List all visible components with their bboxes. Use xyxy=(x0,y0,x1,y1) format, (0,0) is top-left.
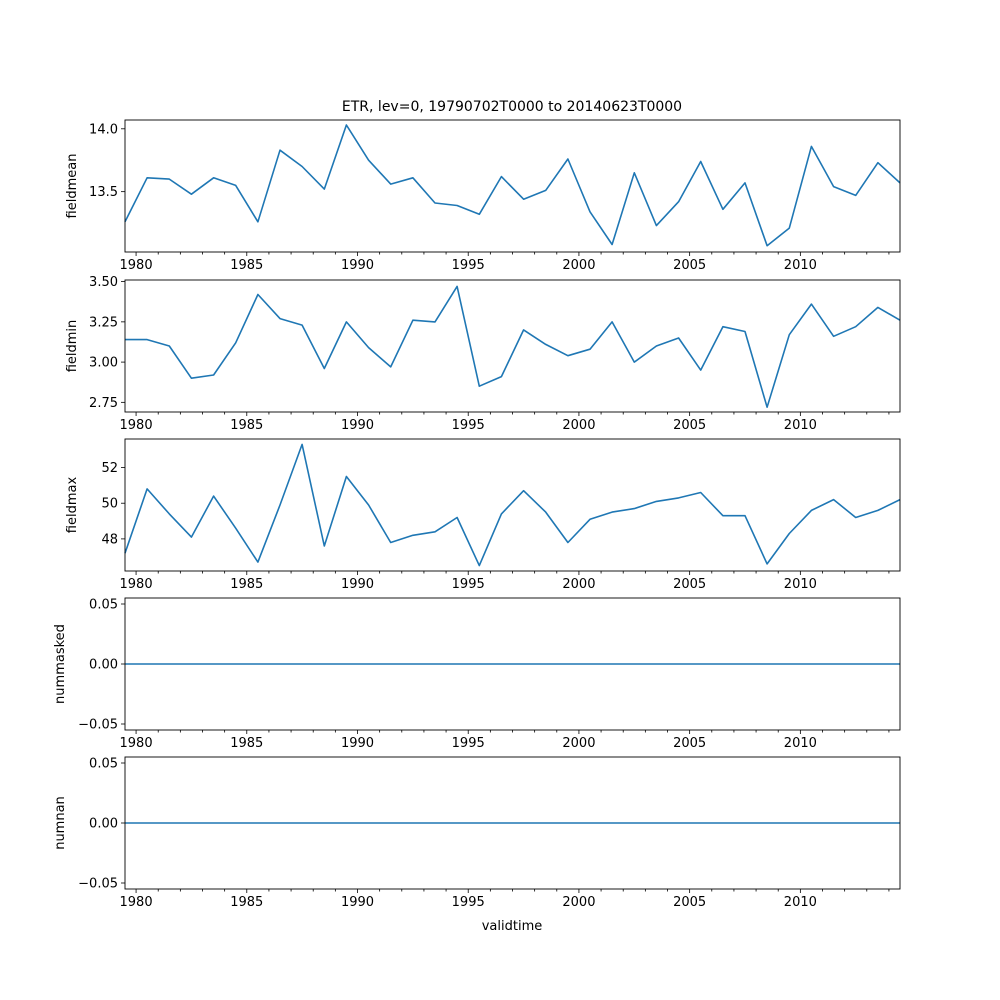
x-tick-label: 2010 xyxy=(784,577,817,592)
x-tick-label: 2000 xyxy=(562,895,595,910)
y-tick-label: 3.50 xyxy=(89,275,118,290)
x-tick-label: 1990 xyxy=(341,577,374,592)
x-tick-label: 2000 xyxy=(562,418,595,433)
x-tick-label: 1990 xyxy=(341,418,374,433)
y-tick-label: 0.00 xyxy=(89,817,118,832)
y-tick-label: 2.75 xyxy=(89,396,118,411)
x-tick-label: 2010 xyxy=(784,736,817,751)
x-axis-label: validtime xyxy=(482,919,543,934)
y-tick-label: −0.05 xyxy=(78,718,118,733)
x-tick-label: 1980 xyxy=(120,577,153,592)
x-tick-label: 1985 xyxy=(230,258,263,273)
y-tick-label: 0.05 xyxy=(89,598,118,613)
x-tick-label: 1985 xyxy=(230,418,263,433)
x-tick-label: 1985 xyxy=(230,577,263,592)
x-tick-label: 2005 xyxy=(673,577,706,592)
x-tick-label: 1995 xyxy=(452,258,485,273)
x-tick-label: 2000 xyxy=(562,258,595,273)
panel-fieldmax: 1980 1985 1990 1995 2000 2005 2010 48 50 52 fieldm… xyxy=(65,438,901,592)
y-tick-label: 50 xyxy=(101,497,118,512)
y-tick-label: 3.25 xyxy=(89,315,118,330)
x-tick-label: 2005 xyxy=(673,418,706,433)
x-tick-label: 2010 xyxy=(784,258,817,273)
x-tick-label: 1990 xyxy=(341,258,374,273)
panel-numnan: 1980 1985 1990 1995 2000 2005 2010 −0.05 0.00 0.0… xyxy=(53,757,901,910)
panel-fieldmin: 1980 1985 1990 1995 2000 2005 2010 2.75 3.00 3.25… xyxy=(65,275,901,433)
x-tick-label: 2000 xyxy=(562,736,595,751)
panel-fieldmean: 1980 1985 1990 1995 2000 2005 2010 13.5 14.0 fiel… xyxy=(65,119,901,273)
x-tick-label: 2005 xyxy=(673,258,706,273)
y-axis-label: numnan xyxy=(53,796,68,850)
x-tick-label: 1980 xyxy=(120,895,153,910)
axes-frame xyxy=(124,279,901,413)
x-tick-label: 1995 xyxy=(452,736,485,751)
x-tick-label: 1995 xyxy=(452,577,485,592)
y-axis-label: fieldmax xyxy=(65,477,80,534)
x-tick-label: 1990 xyxy=(341,736,374,751)
y-tick-label: 3.00 xyxy=(89,356,118,371)
chart-title: ETR, lev=0, 19790702T0000 to 20140623T00… xyxy=(342,99,682,115)
y-axis-label: nummasked xyxy=(53,624,68,704)
y-tick-label: 0.05 xyxy=(89,757,118,772)
x-tick-label: 2005 xyxy=(673,895,706,910)
y-tick-label: 52 xyxy=(101,461,118,476)
x-tick-label: 1990 xyxy=(341,895,374,910)
x-tick-label: 2000 xyxy=(562,577,595,592)
x-tick-label: 2010 xyxy=(784,418,817,433)
x-tick-label: 1980 xyxy=(120,418,153,433)
y-tick-label: 0.00 xyxy=(89,658,118,673)
x-tick-label: 1985 xyxy=(230,736,263,751)
x-tick-label: 1995 xyxy=(452,418,485,433)
x-tick-label: 1995 xyxy=(452,895,485,910)
y-axis-label: fieldmean xyxy=(65,154,80,219)
series-line-fieldmean xyxy=(124,124,901,247)
x-tick-label: 1980 xyxy=(120,736,153,751)
y-tick-label: 13.5 xyxy=(89,185,118,200)
panels: 1980 1985 1990 1995 2000 2005 2010 13.5 14.0 fiel… xyxy=(53,119,901,910)
series-line-fieldmin xyxy=(125,285,901,409)
y-tick-label: 48 xyxy=(101,532,118,547)
y-tick-label: 14.0 xyxy=(89,122,118,137)
x-tick-label: 1980 xyxy=(120,258,153,273)
panel-nummasked: 1980 1985 1990 1995 2000 2005 2010 −0.05 0.00 0.0… xyxy=(53,598,901,751)
x-tick-label: 2005 xyxy=(673,736,706,751)
x-tick-label: 1985 xyxy=(230,895,263,910)
x-tick-label: 2010 xyxy=(784,895,817,910)
series-line-fieldmax xyxy=(124,443,901,567)
y-axis-label: fieldmin xyxy=(65,320,80,373)
axes-frame xyxy=(124,438,901,572)
y-tick-label: −0.05 xyxy=(78,877,118,892)
